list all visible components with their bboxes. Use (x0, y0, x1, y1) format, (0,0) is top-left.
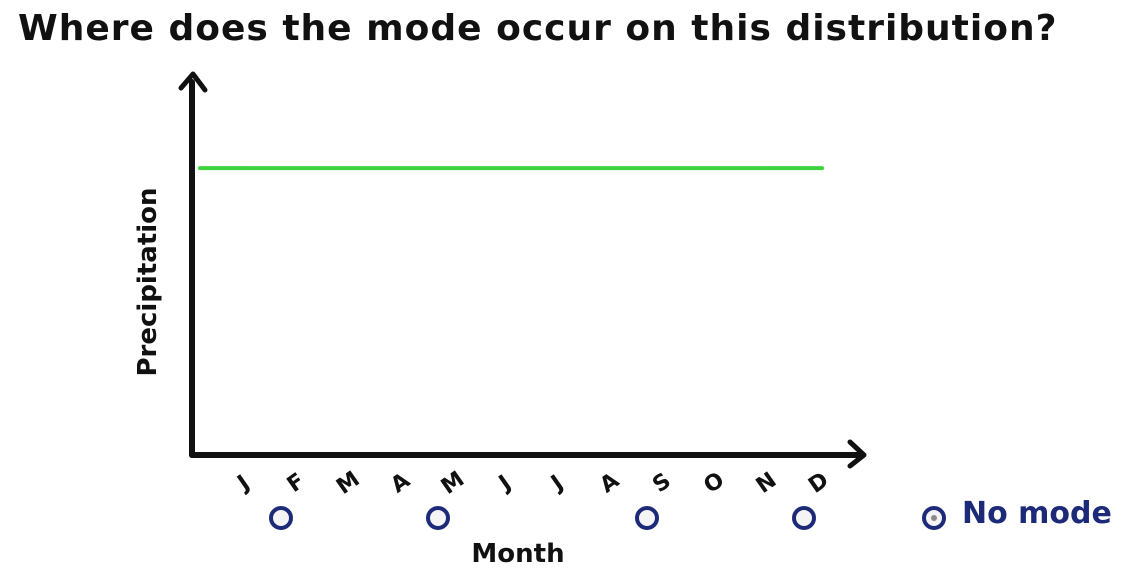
y-axis-arrowhead (178, 71, 208, 93)
month-tick-label: M (332, 467, 364, 500)
x-axis-arrowhead (847, 439, 867, 469)
month-radio[interactable] (425, 506, 450, 530)
y-axis-label: Precipitation (133, 187, 163, 376)
month-radio[interactable] (269, 506, 293, 530)
month-tick-label: D (804, 468, 833, 499)
month-radio[interactable] (634, 506, 659, 530)
month-tick-label: A (387, 468, 415, 498)
month-tick-label: O (699, 468, 729, 499)
month-tick-label: J (232, 471, 255, 497)
no-mode-label: No mode (962, 496, 1112, 531)
x-axis-label: Month (471, 539, 564, 569)
month-tick-label: M (437, 467, 469, 500)
no-mode-radio[interactable] (922, 506, 946, 530)
month-tick-label: A (596, 468, 624, 498)
month-tick-label: J (493, 471, 516, 497)
month-radio[interactable] (791, 506, 816, 530)
month-tick-label: F (283, 469, 310, 498)
month-tick-label: S (648, 468, 675, 498)
month-tick-label: N (752, 468, 781, 499)
question-title: Where does the mode occur on this distri… (18, 8, 1058, 49)
month-tick-label: J (545, 471, 568, 497)
